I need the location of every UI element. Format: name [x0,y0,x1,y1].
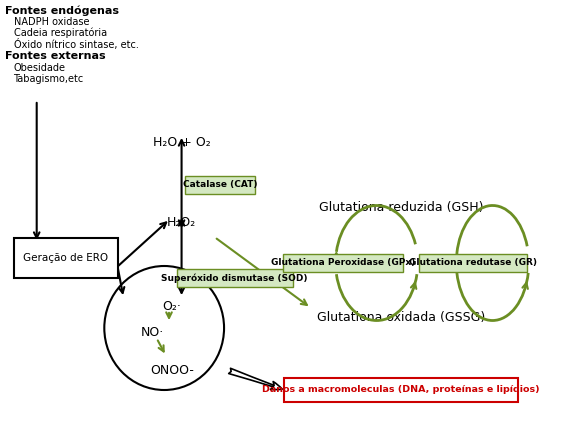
Text: O₂·: O₂· [163,299,182,312]
FancyBboxPatch shape [14,238,118,278]
FancyBboxPatch shape [283,254,403,272]
Text: Glutationa redutase (GR): Glutationa redutase (GR) [409,259,537,268]
FancyBboxPatch shape [284,378,518,402]
Text: Glutationa reduzida (GSH): Glutationa reduzida (GSH) [319,202,483,214]
Text: Óxido nítrico sintase, etc.: Óxido nítrico sintase, etc. [14,39,138,50]
Text: H₂O₂: H₂O₂ [167,217,196,230]
FancyArrowPatch shape [229,368,282,390]
Text: NO·: NO· [141,326,164,339]
Text: Glutationa Peroxidase (GPx): Glutationa Peroxidase (GPx) [271,259,415,268]
Text: ONOO-: ONOO- [150,363,194,377]
Text: Tabagismo,etc: Tabagismo,etc [14,74,84,84]
Text: Glutationa oxidada (GSSG): Glutationa oxidada (GSSG) [317,311,485,324]
Text: Danos a macromoleculas (DNA, proteínas e lipídios): Danos a macromoleculas (DNA, proteínas e… [262,386,539,395]
FancyBboxPatch shape [177,269,292,287]
Text: NADPH oxidase: NADPH oxidase [14,17,89,27]
FancyBboxPatch shape [185,176,255,194]
Text: Fontes externas: Fontes externas [5,51,105,61]
Text: Cadeia respiratória: Cadeia respiratória [14,28,106,39]
Text: Geração de ERO: Geração de ERO [23,253,108,263]
FancyBboxPatch shape [419,254,527,272]
Text: Fontes endógenas: Fontes endógenas [5,5,119,15]
Text: H₂O + O₂: H₂O + O₂ [152,136,211,149]
Text: Obesidade: Obesidade [14,63,65,73]
Text: Catalase (CAT): Catalase (CAT) [183,181,257,190]
Text: Superóxido dismutase (SOD): Superóxido dismutase (SOD) [162,273,308,283]
